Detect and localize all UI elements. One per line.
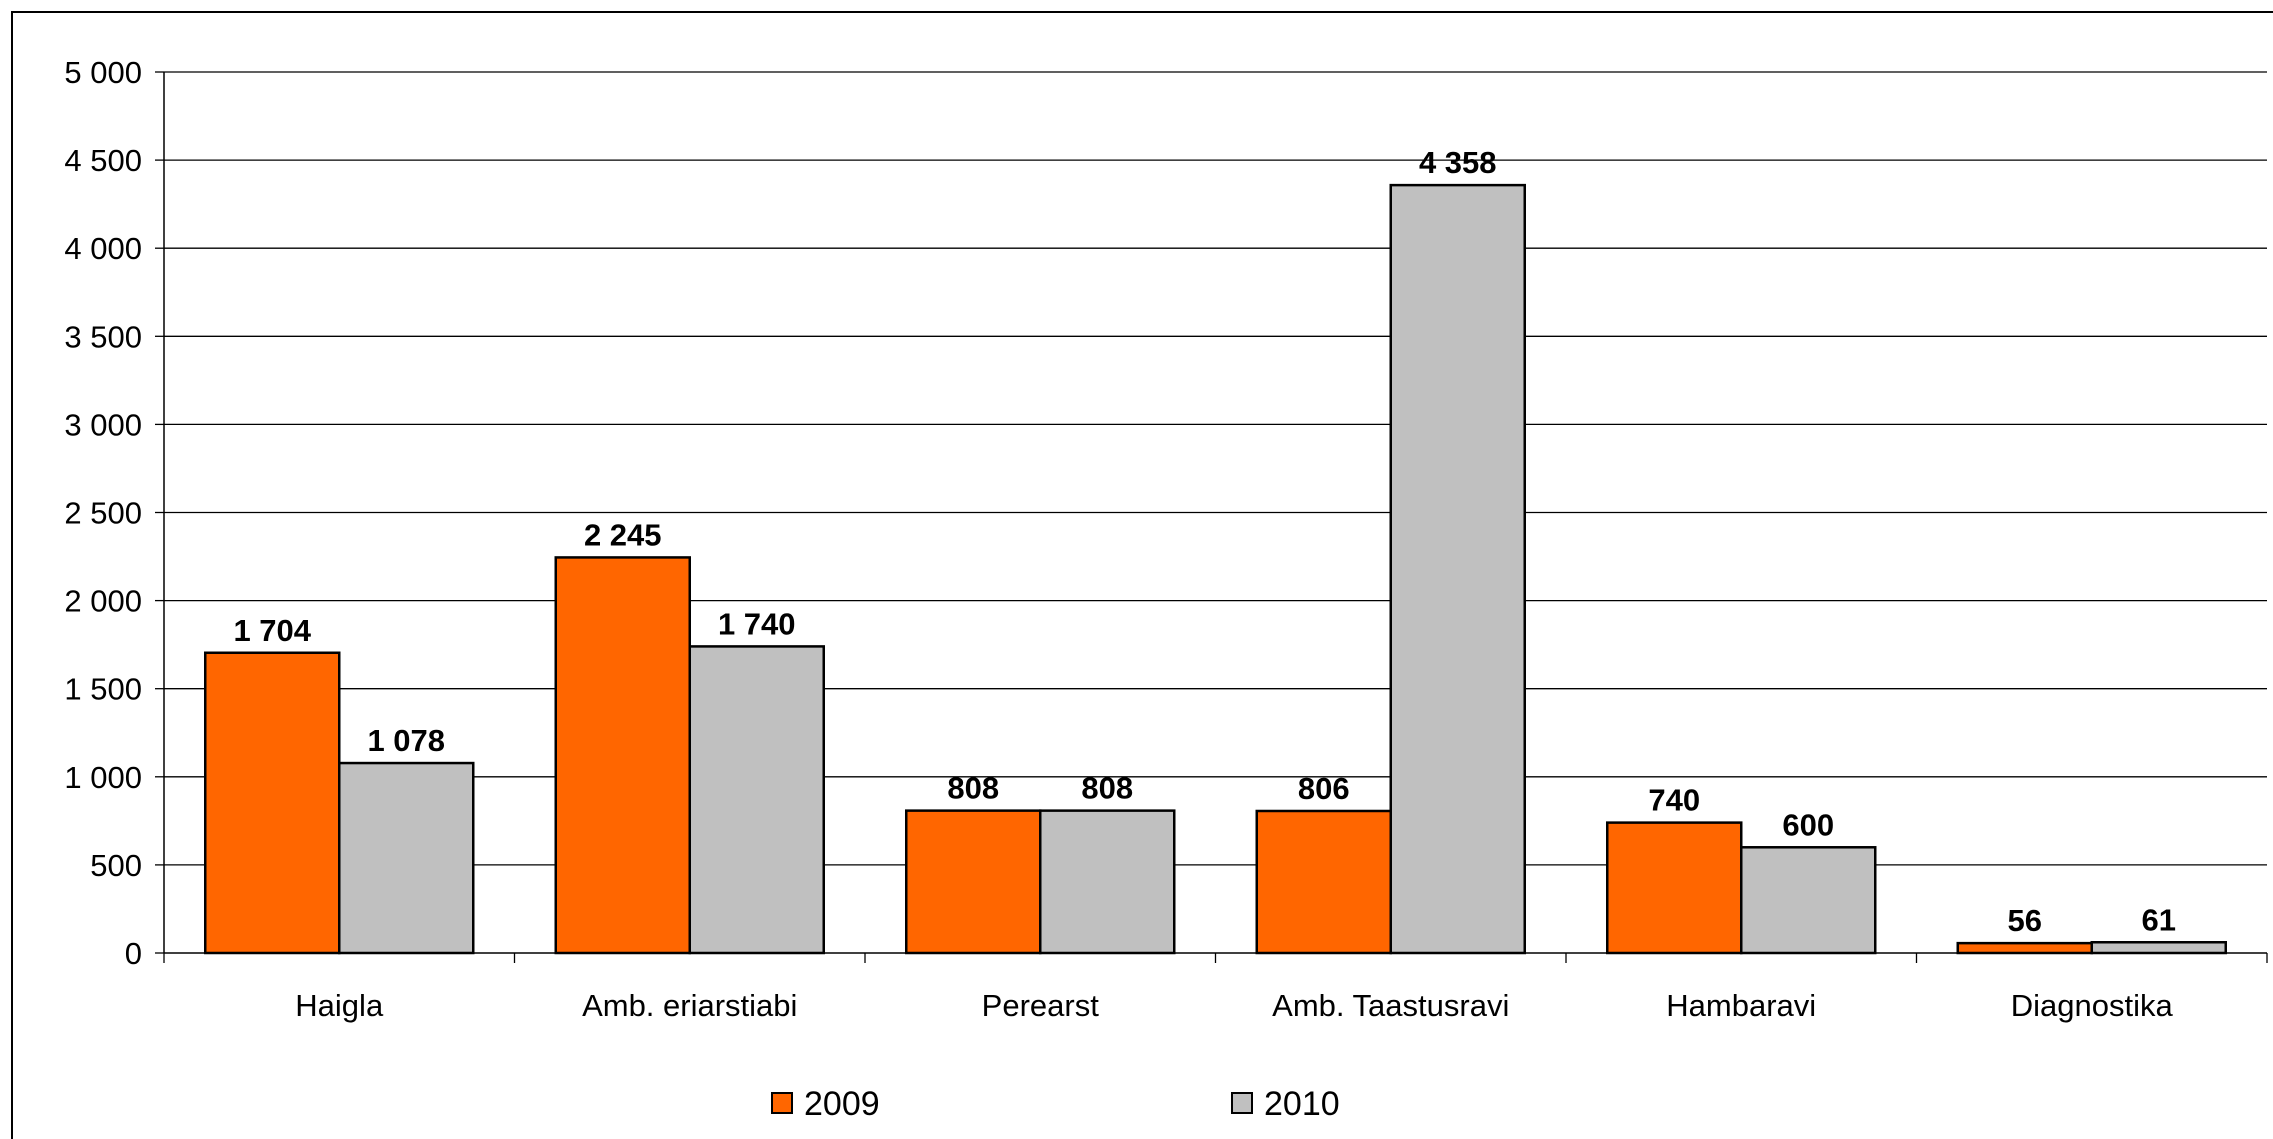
bar-2009-0 — [204, 651, 341, 955]
y-tick-label: 2 500 — [64, 496, 142, 531]
y-tick-label: 0 — [125, 936, 142, 971]
y-tick-label: 500 — [90, 848, 142, 883]
y-tick-label: 5 000 — [64, 55, 142, 90]
category-label: Amb. Taastusravi — [1272, 988, 1509, 1023]
y-tick-label: 4 500 — [64, 143, 142, 178]
bar-2009-4 — [1606, 821, 1743, 955]
legend-label: 2010 — [1264, 1085, 1340, 1123]
legend-swatch — [771, 1092, 793, 1114]
data-label: 4 358 — [1419, 145, 1497, 180]
category-label: Diagnostika — [2011, 988, 2174, 1023]
y-tick-label: 4 000 — [64, 231, 142, 266]
y-tick-label: 2 000 — [64, 584, 142, 619]
data-label: 808 — [947, 771, 999, 806]
bar-2010-3 — [1389, 183, 1526, 955]
legend-label: 2009 — [804, 1085, 880, 1123]
chart-border — [11, 11, 2273, 1139]
axes — [155, 71, 2268, 963]
category-label: Haigla — [295, 988, 384, 1023]
category-label: Amb. eriarstiabi — [582, 988, 797, 1023]
bar-2009-3 — [1255, 809, 1392, 955]
bar-2010-4 — [1740, 846, 1877, 955]
data-label: 1 740 — [718, 606, 796, 641]
data-label: 1 078 — [367, 723, 445, 758]
y-tick-label: 3 000 — [64, 407, 142, 442]
data-label: 61 — [2142, 902, 2176, 937]
data-label: 56 — [2008, 903, 2042, 938]
category-label: Perearst — [982, 988, 1100, 1023]
y-tick-label: 1 500 — [64, 672, 142, 707]
bar-2010-1 — [688, 645, 825, 955]
bar-2009-5 — [1956, 941, 2093, 955]
data-label: 600 — [1782, 807, 1834, 842]
labels: 0 500 1 000 1 500 2 000 2 500 3 000 3 500 4 000 4… — [64, 55, 2176, 1023]
data-label: 808 — [1081, 771, 1133, 806]
gridlines — [164, 71, 2267, 866]
y-tick-label: 3 500 — [64, 319, 142, 354]
data-label: 806 — [1298, 771, 1350, 806]
category-label: Hambaravi — [1666, 988, 1816, 1023]
data-label: 740 — [1648, 783, 1700, 818]
bar-2010-5 — [2090, 941, 2227, 955]
y-tick-label: 1 000 — [64, 760, 142, 795]
data-label: 1 704 — [233, 613, 311, 648]
bar-2009-2 — [905, 809, 1042, 955]
legend: 2009 2010 — [771, 1085, 1340, 1123]
bar-2009-1 — [554, 556, 691, 955]
legend-swatch — [1231, 1092, 1253, 1114]
bar-2010-0 — [338, 761, 475, 955]
data-label: 2 245 — [584, 517, 662, 552]
bar-2010-2 — [1039, 809, 1176, 955]
